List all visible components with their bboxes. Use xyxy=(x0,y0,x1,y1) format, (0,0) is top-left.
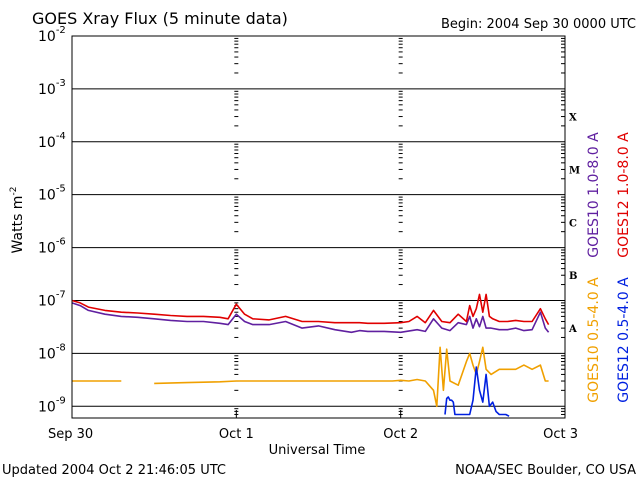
y-tick-exponent: -9 xyxy=(56,395,66,406)
y-tick-exponent: -4 xyxy=(56,131,66,142)
y-tick-mantissa: 10 xyxy=(38,188,56,204)
y-tick-exponent: -5 xyxy=(56,184,66,195)
y-tick-label: 10-9 xyxy=(38,395,66,415)
grid-lines xyxy=(72,35,565,407)
x-tick-labels: Sep 30 Oct 1 Oct 2 Oct 3 xyxy=(48,427,578,442)
flare-class-label: X xyxy=(569,113,577,124)
y-axis-label-exponent: -2 xyxy=(9,187,19,196)
flare-class-label: B xyxy=(569,271,577,282)
series-line xyxy=(72,346,549,408)
legend-entry: GOES10 0.5-4.0 A xyxy=(586,277,602,403)
flare-class-label: A xyxy=(568,324,577,335)
plot-frame xyxy=(71,35,566,419)
flare-class-label: C xyxy=(569,218,577,229)
legend: GOES10 1.0-8.0 A GOES12 1.0-8.0 A GOES10 0… xyxy=(586,132,632,403)
chart-title: GOES Xray Flux (5 minute data) xyxy=(32,9,288,28)
x-axis-label: Universal Time xyxy=(269,443,366,458)
series-line xyxy=(71,302,550,334)
y-tick-label: 10-8 xyxy=(38,342,66,362)
y-tick-mantissa: 10 xyxy=(38,293,56,309)
minor-tick-marks xyxy=(234,37,565,418)
series-layer xyxy=(71,293,550,417)
y-tick-label: 10-7 xyxy=(38,289,66,309)
y-tick-labels: 10-210-310-410-510-610-710-810-9 xyxy=(38,25,66,415)
x-tick-label: Sep 30 xyxy=(48,427,93,442)
y-tick-exponent: -6 xyxy=(56,237,66,248)
y-axis-label-base: Watts m xyxy=(10,196,26,254)
y-tick-mantissa: 10 xyxy=(38,346,56,362)
x-tick-label: Oct 2 xyxy=(383,427,418,442)
x-tick-label: Oct 1 xyxy=(219,427,254,442)
legend-entry: GOES12 0.5-4.0 A xyxy=(616,277,632,403)
y-tick-exponent: -2 xyxy=(56,25,66,36)
y-tick-mantissa: 10 xyxy=(38,241,56,257)
y-tick-label: 10-4 xyxy=(38,131,66,151)
legend-entry: GOES10 1.0-8.0 A xyxy=(586,132,602,258)
y-tick-label: 10-5 xyxy=(38,184,66,204)
y-axis-label: Watts m-2 xyxy=(9,187,26,254)
y-tick-exponent: -8 xyxy=(56,342,66,353)
x-tick-label: Oct 3 xyxy=(543,427,578,442)
y-tick-label: 10-3 xyxy=(38,78,66,98)
flare-class-label: M xyxy=(569,165,580,176)
begin-time-label: Begin: 2004 Sep 30 0000 UTC xyxy=(441,17,636,32)
flare-class-labels: X M C B A xyxy=(568,113,580,336)
updated-timestamp: Updated 2004 Oct 2 21:46:05 UTC xyxy=(2,463,226,478)
y-tick-exponent: -3 xyxy=(56,78,66,89)
y-tick-mantissa: 10 xyxy=(38,82,56,98)
series-line xyxy=(71,293,550,325)
y-tick-label: 10-6 xyxy=(38,237,66,257)
y-tick-exponent: -7 xyxy=(56,289,66,300)
legend-entry: GOES12 1.0-8.0 A xyxy=(616,132,632,258)
y-tick-label: 10-2 xyxy=(38,25,66,45)
y-tick-mantissa: 10 xyxy=(38,29,56,45)
series-line xyxy=(444,366,510,417)
y-tick-mantissa: 10 xyxy=(38,135,56,151)
source-credit: NOAA/SEC Boulder, CO USA xyxy=(455,463,636,478)
y-tick-mantissa: 10 xyxy=(38,399,56,415)
